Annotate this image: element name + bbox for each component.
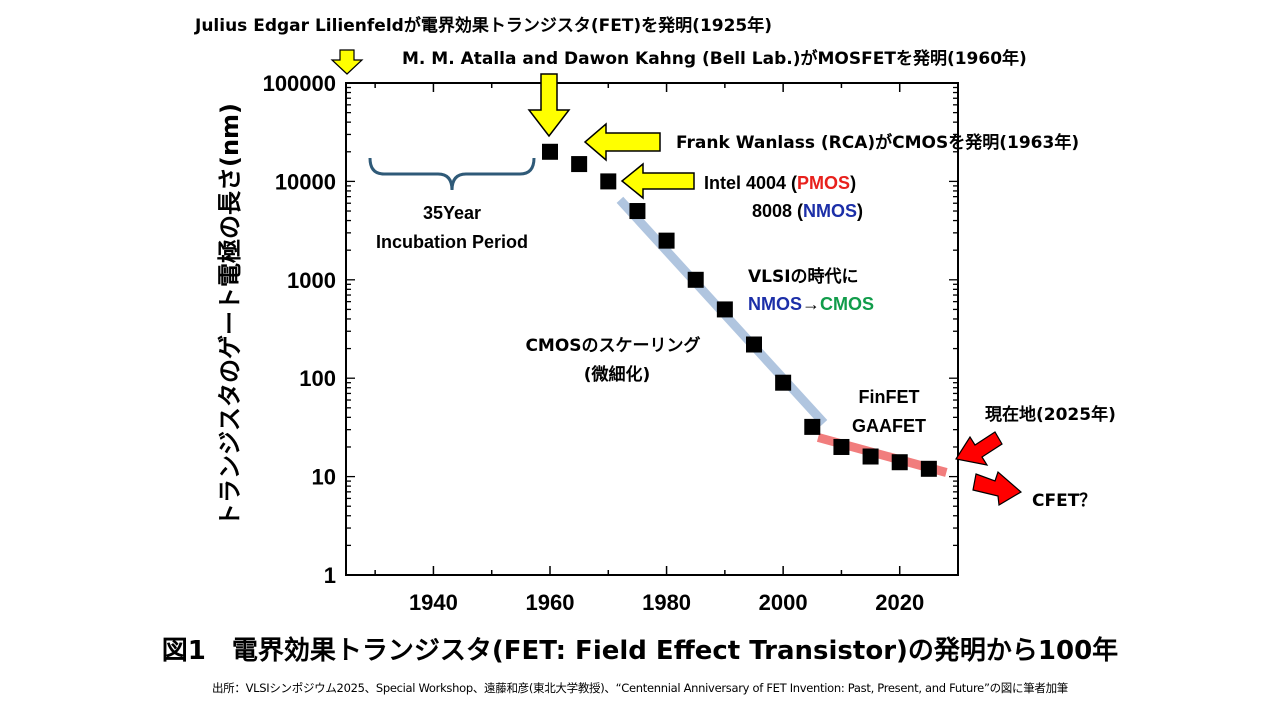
x-tick-label: 1940 [409,590,458,615]
tick-labels: 1940 1960 1980 2000 2020 1 10 100 1000 10000 10000… [263,71,925,615]
current-position-label: 現在地(2025年) [985,404,1116,425]
x-tick-label: 1980 [642,590,691,615]
brace-path [368,157,536,191]
incubation-period-label: Incubation Period [376,232,528,252]
y-tick-label: 100 [299,366,336,391]
gaafet-label: GAAFET [852,416,926,436]
mosfet-invention-label: M. M. Atalla and Dawon Kahng (Bell Lab.)… [402,48,1027,69]
cmos-arrow [583,122,661,162]
incubation-years-label: 35Year [423,203,481,223]
intel-8008-label: 8008 (NMOS) [752,201,863,221]
vlsi-era-label: VLSIの時代に [748,266,859,287]
cfet-arrow [972,470,1023,506]
data-point [542,143,558,160]
axis-ticks [346,83,958,576]
nmos-to-cmos-label: NMOS→CMOS [748,294,874,314]
data-point [920,460,937,477]
incubation-brace [368,157,536,191]
cmos-scaling-label: CMOSのスケーリング [525,335,700,356]
miniaturization-label: (微細化) [584,364,651,385]
data-point [658,232,675,249]
data-point [891,454,908,471]
x-tick-label: 1960 [526,590,575,615]
y-tick-label: 10 [312,465,336,490]
annotation-arrows [330,49,1023,506]
plot-frame [345,82,959,576]
data-point [833,438,850,455]
y-tick-label: 10000 [275,169,336,194]
data-point [775,374,792,391]
fet-arrow [330,49,364,75]
cmos-invention-label: Frank Wanlass (RCA)がCMOSを発明(1963年) [676,132,1079,153]
x-tick-label: 2020 [875,590,924,615]
data-point [600,173,617,190]
nmos-text: NMOS [803,201,857,221]
fet-invention-label: Julius Edgar Lilienfeldが電界効果トランジスタ(FET)を… [194,15,772,36]
chart: 1940 1960 1980 2000 2020 1 10 100 1000 10000 10000… [194,15,1116,615]
y-tick-label: 100000 [263,71,336,96]
data-point [687,271,704,288]
current-arrow [955,431,1003,466]
intel-4004-label: Intel 4004 (PMOS) [704,173,856,193]
data-point [571,156,588,173]
data-point [804,418,821,435]
data-point [716,301,733,318]
plot-border [345,82,959,576]
y-axis-label: トランジスタのゲート電極の長さ(nm) [216,103,244,527]
figure-caption: 図1 電界効果トランジスタ(FET: Field Effect Transist… [161,636,1119,666]
intel-arrow [620,162,695,200]
source-credit: 出所：VLSIシンポジウム2025、Special Workshop、遠藤和彦(… [211,681,1069,695]
pmos-text: PMOS [797,173,850,193]
x-tick-label: 2000 [759,590,808,615]
y-tick-label: 1000 [287,268,336,293]
data-point [746,336,762,353]
cfet-label: CFET？ [1032,491,1096,511]
data-point [862,448,879,465]
data-points [542,143,937,477]
finfet-label: FinFET [859,387,920,407]
y-tick-label: 1 [324,563,336,588]
data-point [629,203,646,220]
mosfet-arrow [527,73,571,138]
